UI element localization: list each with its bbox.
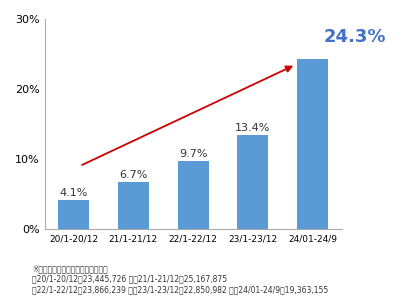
- Bar: [237, 135, 268, 229]
- Text: 13.4%: 13.4%: [235, 123, 270, 133]
- Text: 9.7%: 9.7%: [179, 149, 207, 159]
- Bar: [118, 182, 149, 229]
- Bar: [297, 59, 328, 229]
- Bar: [58, 200, 89, 229]
- Text: ※チューハイ販売容量（リットル）
。20/1-20/12〃23,445,726 、。21/1-21/12〃25,167,875
。22/1-22/12〃23,8: ※チューハイ販売容量（リットル） 。20/1-20/12〃23,445,726 …: [32, 264, 328, 294]
- Text: 4.1%: 4.1%: [60, 188, 88, 198]
- Text: 24.3%: 24.3%: [323, 28, 386, 46]
- Bar: [178, 161, 209, 229]
- Text: 6.7%: 6.7%: [119, 170, 148, 180]
